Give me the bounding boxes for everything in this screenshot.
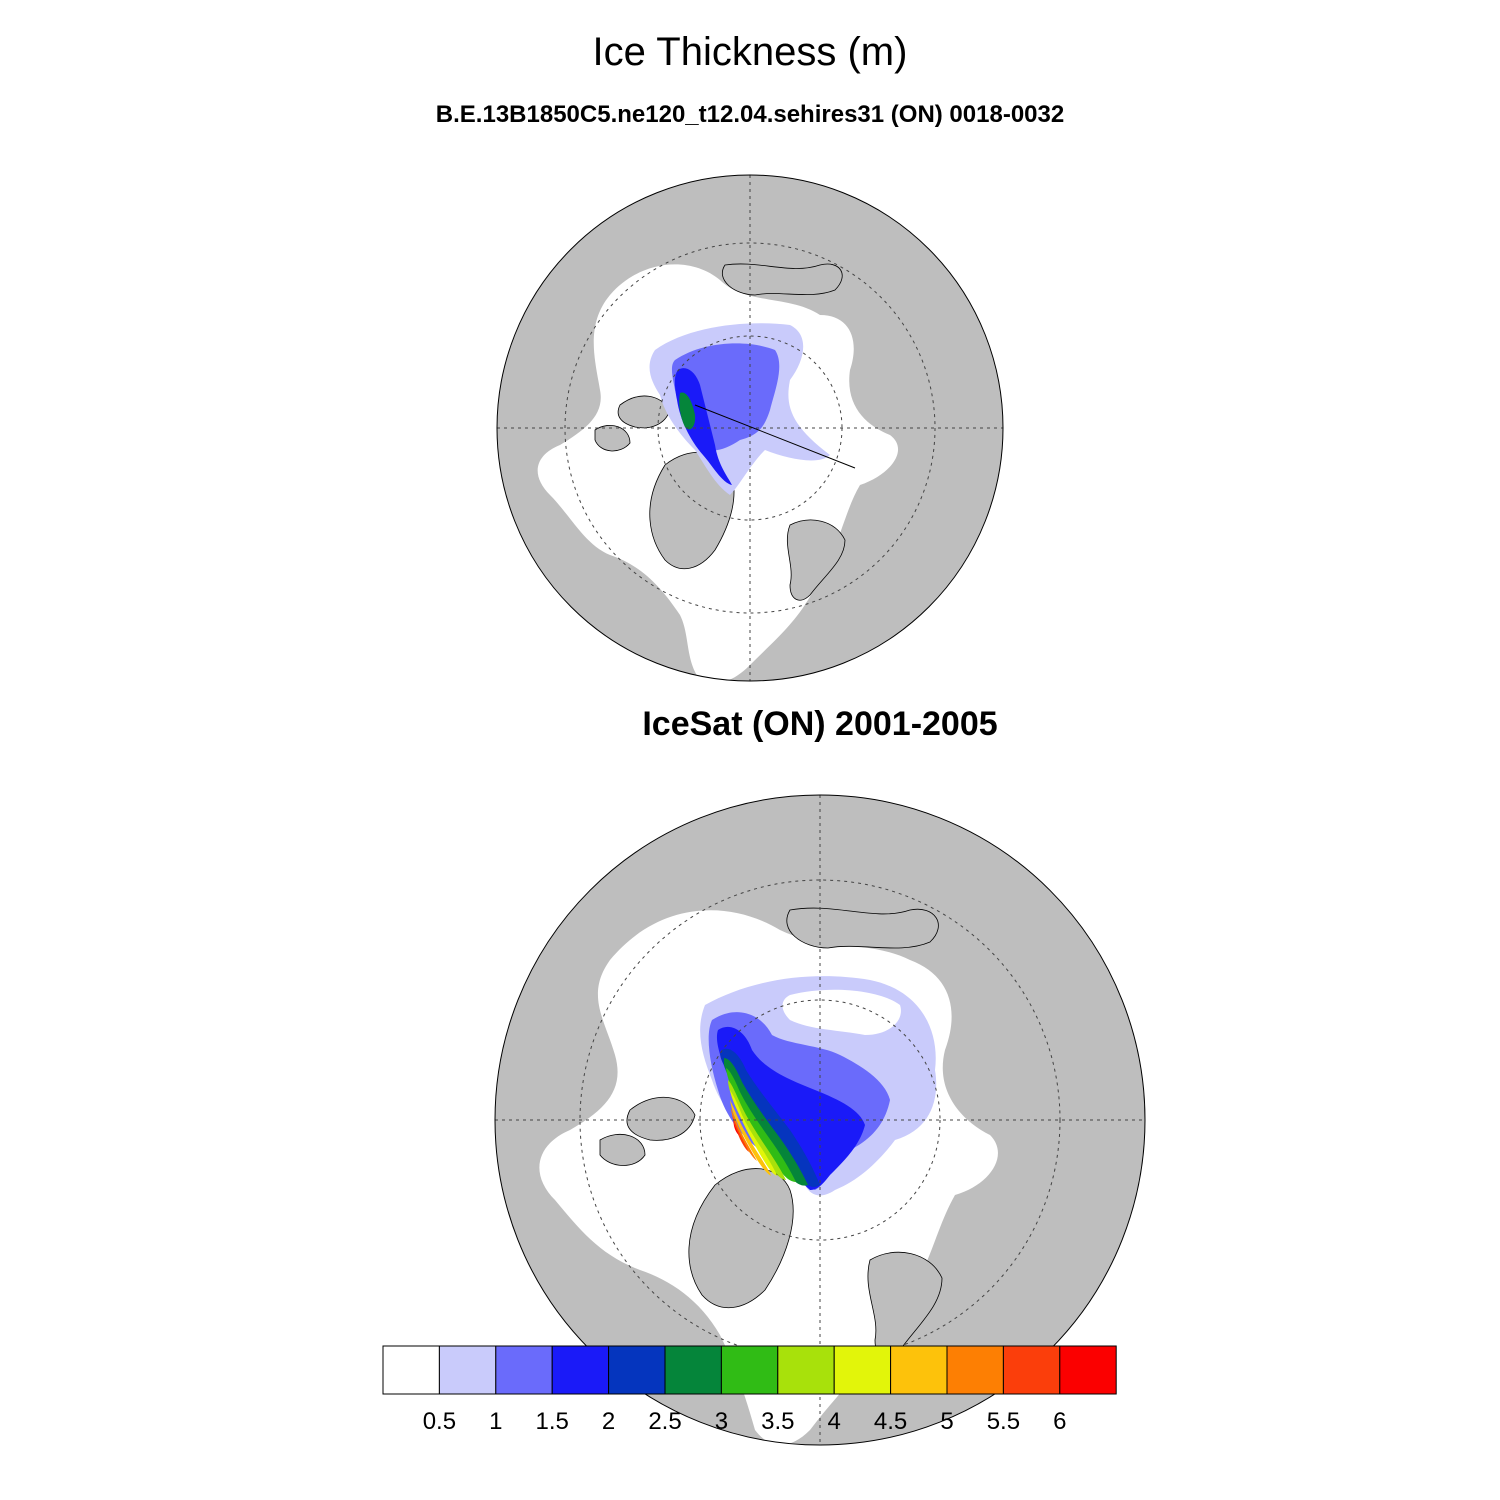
ice-band-2-5	[679, 392, 696, 430]
panel-2-subtitle: IceSat (ON) 2001-2005	[642, 705, 998, 743]
ice-band-4-5	[730, 1100, 771, 1176]
archipelago	[599, 1096, 696, 1166]
colorbar-box	[438, 1345, 497, 1395]
latitude-circle-60	[579, 879, 1061, 1361]
siberia-coast	[722, 263, 843, 296]
model-ice-thickness-map	[496, 174, 1004, 682]
grid-seam-line	[694, 404, 856, 469]
colorbar-box	[382, 1345, 440, 1395]
page-title: Ice Thickness (m)	[592, 30, 908, 74]
ice-band-2-0	[720, 1048, 820, 1187]
ice-band-4-0	[730, 1090, 777, 1176]
siberia-coast	[786, 907, 939, 949]
colorbar-label: 0.5	[423, 1408, 456, 1435]
thin-ice-patch	[782, 989, 901, 1035]
latitude-circle-60	[564, 242, 936, 614]
ice-band-3-0	[726, 1068, 796, 1182]
map-boundary	[494, 794, 1146, 1446]
archipelago	[594, 395, 671, 452]
map-boundary	[496, 174, 1004, 682]
ice-band-3-5	[728, 1080, 786, 1180]
panel-1-subtitle: B.E.13B1850C5.ne120_t12.04.sehires31 (ON…	[435, 101, 1065, 128]
icesat-ice-thickness-map	[494, 794, 1146, 1446]
latitude-circle-75	[699, 999, 941, 1241]
ice-band-1-5	[716, 1026, 865, 1190]
scandinavia	[786, 519, 846, 601]
ice-band-2-5	[724, 1058, 808, 1186]
ice-band-1-5	[674, 368, 732, 485]
